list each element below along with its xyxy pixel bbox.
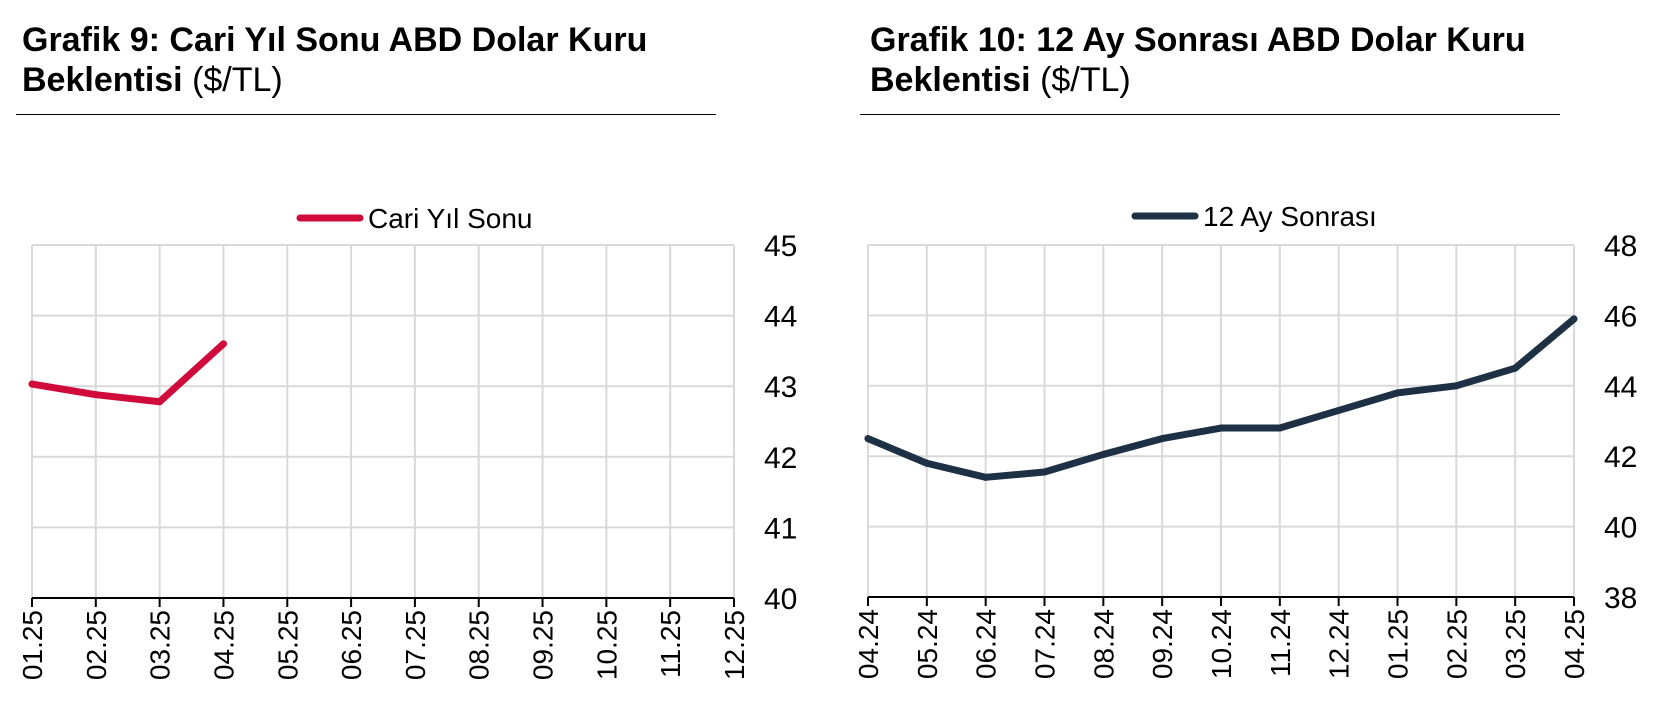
left-chart-series-line: [28, 340, 227, 406]
right-chart-legend-label: 12 Ay Sonrası: [1203, 201, 1377, 232]
right-chart-data-point-5: [1158, 435, 1166, 443]
right-chart-data-point-9: [1394, 389, 1401, 397]
right-chart-x-tick-label-3: 07.24: [1030, 609, 1061, 679]
chart-title-right-unit: ($/TL): [1040, 61, 1131, 99]
right-chart-x-tick-label-1: 05.24: [912, 609, 943, 679]
right-chart-data-point-3: [1041, 468, 1048, 476]
left-chart-x-tick-label-8: 09.25: [528, 610, 559, 680]
left-chart-x-tick-label-7: 08.25: [464, 610, 495, 680]
left-chart-x-tick-label-5: 06.25: [336, 610, 367, 680]
right-chart-x-tick-label-5: 09.24: [1147, 609, 1178, 679]
right-chart-data-point-12: [1570, 315, 1578, 323]
left-chart-data-point-1: [92, 391, 100, 399]
right-chart-x-tick-label-4: 08.24: [1088, 609, 1119, 679]
left-chart-x-tick-label-0: 01.25: [17, 610, 48, 680]
right-chart-data-point-6: [1217, 424, 1225, 432]
right-chart-x-tick-label-7: 11.24: [1265, 609, 1296, 677]
right-chart-y-tick-label-2: 42: [1604, 441, 1637, 474]
chart-title-right-main: Grafik 10: 12 Ay Sonrası ABD Dolar Kuru …: [870, 21, 1526, 99]
title-rule-left: [16, 114, 716, 115]
right-chart-x-tick-label-10: 02.25: [1441, 609, 1472, 679]
right-chart-data-point-0: [864, 435, 872, 443]
left-chart-x-tick-label-2: 03.25: [145, 610, 176, 680]
title-rule-right: [860, 114, 1560, 115]
right-chart-y-tick-label-5: 48: [1604, 230, 1637, 263]
right-chart-data-point-4: [1099, 450, 1107, 458]
left-chart-legend-label: Cari Yıl Sonu: [368, 203, 532, 234]
left-chart-x-tick-label-10: 11.25: [655, 610, 686, 678]
right-chart-x-tick-label-9: 01.25: [1383, 609, 1414, 679]
right-chart-x-tick-label-12: 04.25: [1559, 609, 1590, 679]
right-chart-y-tick-label-4: 46: [1604, 300, 1637, 333]
right-chart-data-point-7: [1276, 424, 1284, 432]
right-chart-x-tick-label-2: 06.24: [971, 609, 1002, 679]
right-chart-x-tick-label-6: 10.24: [1206, 609, 1237, 679]
left-chart-y-tick-label-2: 42: [764, 442, 797, 475]
chart-title-right: Grafik 10: 12 Ay Sonrası ABD Dolar Kuru …: [870, 20, 1630, 100]
left-chart-y-tick-label-5: 45: [764, 230, 797, 263]
right-chart-data-point-1: [923, 459, 931, 467]
left-chart-data-point-2: [156, 398, 164, 406]
right-chart-y-tick-label-1: 40: [1604, 512, 1637, 545]
right-chart-y-tick-label-3: 44: [1604, 371, 1637, 404]
right-chart-x-tick-label-8: 12.24: [1324, 609, 1355, 679]
left-chart-x-tick-label-1: 02.25: [81, 610, 112, 680]
left-chart-y-tick-label-4: 44: [764, 301, 797, 334]
line-chart-right: 38 40 42 44 46 48 04.24 05.24 06.24 07.24 08.24 09.…: [853, 201, 1637, 679]
line-chart-left: 40 41 42 43 44 45 01.25 02.25 03.25 04.25 05.25 06.…: [17, 203, 797, 680]
left-chart-x-tick-label-6: 07.25: [400, 610, 431, 680]
right-chart-data-point-8: [1335, 406, 1343, 414]
chart-title-left-unit: ($/TL): [192, 61, 283, 99]
left-chart-x-tick-label-3: 04.25: [208, 610, 239, 680]
chart-title-left-main: Grafik 9: Cari Yıl Sonu ABD Dolar Kuru B…: [22, 21, 648, 99]
left-chart-y-tick-label-3: 43: [764, 371, 797, 404]
right-chart-data-point-10: [1452, 382, 1460, 390]
right-chart-x-tick-label-0: 04.24: [853, 609, 884, 679]
left-chart-x-tick-label-11: 12.25: [719, 610, 750, 680]
left-chart-data-point-0: [28, 380, 36, 388]
left-chart-x-tick-label-4: 05.25: [272, 610, 303, 680]
right-chart-data-point-2: [982, 473, 990, 481]
left-chart-y-tick-label-0: 40: [764, 583, 797, 616]
left-chart-y-tick-label-1: 41: [764, 512, 797, 545]
left-chart-data-point-3: [219, 340, 227, 348]
right-chart-x-tick-label-11: 03.25: [1500, 609, 1531, 679]
chart-title-left: Grafik 9: Cari Yıl Sonu ABD Dolar Kuru B…: [22, 20, 722, 100]
right-chart-y-tick-label-0: 38: [1604, 582, 1637, 615]
left-chart-x-tick-label-9: 10.25: [591, 610, 622, 680]
right-chart-data-point-11: [1511, 364, 1519, 372]
